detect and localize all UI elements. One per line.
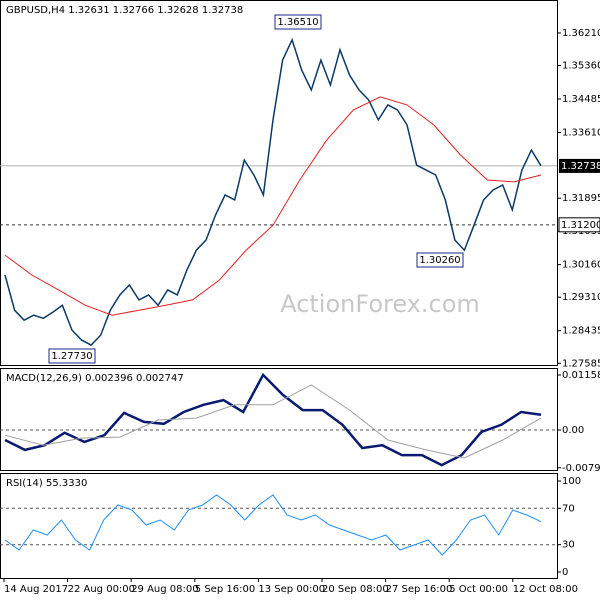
watermark: ActionForex.com: [280, 290, 480, 318]
level-label: 1.31200: [561, 220, 600, 231]
y-tick-label: 1.28435: [562, 326, 600, 337]
y-tick-label: 1.33610: [562, 128, 600, 139]
y-tick-label: 1.35360: [562, 60, 600, 71]
series-line: [4, 384, 542, 459]
x-tick-label: 14 Aug 2017: [4, 584, 68, 595]
x-tick-label: 12 Oct 08:00: [513, 584, 578, 595]
y-tick-label: 0.00: [562, 425, 584, 436]
panel-frame: [0, 368, 558, 471]
y-tick-label: 100: [562, 476, 581, 487]
annotation: 1.30260: [419, 255, 460, 266]
panel-frame: [0, 473, 558, 579]
panel-title: GBPUSD,H4 1.32631 1.32766 1.32628 1.3273…: [6, 5, 243, 16]
panel-frame: [0, 0, 558, 366]
level-box: [558, 217, 600, 233]
y-tick-label: 1.30160: [562, 260, 600, 271]
annotation-box: [48, 348, 96, 364]
annotation: 1.27730: [51, 351, 92, 362]
x-tick-label: 13 Sep 00:00: [258, 584, 325, 595]
x-tick-label: 29 Aug 08:00: [131, 584, 198, 595]
y-tick-label: 1.31895: [562, 193, 600, 204]
y-tick-label: 30: [562, 540, 575, 551]
x-tick-label: 5 Sep 16:00: [195, 584, 255, 595]
panel-title: MACD(12,26,9) 0.002396 0.002747: [6, 373, 184, 384]
y-tick-label: 1.27585: [562, 358, 600, 369]
series-line: [4, 96, 542, 316]
y-tick-label: 70: [562, 503, 575, 514]
y-tick-label: 1.36210: [562, 28, 600, 39]
x-tick-label: 5 Oct 00:00: [449, 584, 508, 595]
x-tick-label: 27 Sep 16:00: [386, 584, 453, 595]
panel-title: RSI(14) 55.3330: [6, 478, 87, 489]
last-price-label: 1.32738: [561, 161, 600, 172]
y-tick-label: 0.011588: [562, 370, 600, 381]
y-tick-label: 1.34485: [562, 94, 600, 105]
x-tick-label: 22 Aug 00:00: [68, 584, 135, 595]
annotation-box: [274, 14, 322, 30]
x-tick-label: 20 Sep 08:00: [322, 584, 389, 595]
y-tick-label: 1.29310: [562, 292, 600, 303]
series-line: [4, 494, 542, 556]
y-tick-label: 0: [562, 567, 568, 578]
annotation: 1.36510: [277, 17, 318, 28]
series-line: [4, 37, 542, 347]
y-tick-label: -0.007961: [562, 463, 600, 474]
last-price-box: [559, 158, 600, 173]
series-line: [4, 372, 542, 467]
annotation-box: [416, 252, 464, 268]
